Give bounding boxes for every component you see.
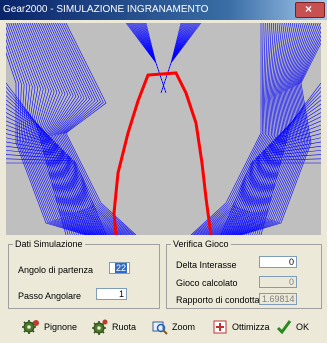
start-angle-input[interactable]: 22 [109,262,130,274]
zoom-label: Zoom [172,322,196,332]
simulation-canvas[interactable] [6,23,321,235]
settings-panel: Dati Simulazione Angolo di partenza 22 P… [6,236,322,312]
pinion-label: Pignone [44,322,78,332]
optimize-label: Ottimizza [232,322,270,332]
computed-backlash-label: Gioco calcolato [176,278,238,288]
start-angle-value: 22 [114,263,127,273]
delta-center-input[interactable]: 0 [259,256,297,268]
toolbar: Pignone Ruota Zoom Ottimizza OK [6,314,321,340]
window-title: Gear2000 - SIMULAZIONE INGRANAMENTO [3,4,209,15]
gear-button[interactable]: Ruota [90,318,136,336]
angular-step-label: Passo Angolare [18,291,82,301]
contact-ratio-label: Rapporto di condotta [176,295,260,305]
gear-label: Ruota [112,322,137,332]
gear-pinion-icon [22,320,39,334]
gear-mesh-drawing [6,23,321,235]
contact-ratio-field: 1.69814 [259,293,297,305]
ok-button[interactable]: OK [276,318,309,336]
simulation-legend: Dati Simulazione [15,239,83,249]
start-angle-label: Angolo di partenza [18,265,94,275]
ok-label: OK [296,322,310,332]
title-bar: Gear2000 - SIMULAZIONE INGRANAMENTO × [0,0,327,20]
close-button[interactable]: × [295,2,325,18]
checkmark-icon [276,320,292,335]
computed-backlash-field: 0 [259,276,297,288]
optimize-icon [213,320,227,334]
gear-wheel-icon [92,319,108,335]
zoom-button[interactable]: Zoom [152,318,195,336]
delta-center-label: Delta Interasse [176,260,237,270]
backlash-legend: Verifica Gioco [173,239,229,249]
simulation-group: Dati Simulazione [8,239,160,309]
backlash-group: Verifica Gioco [166,239,322,309]
close-icon: × [305,2,313,16]
optimize-button[interactable]: Ottimizza [212,318,270,336]
zoom-icon [152,321,168,335]
angular-step-input[interactable]: 1 [96,288,127,300]
pinion-button[interactable]: Pignone [22,318,77,336]
